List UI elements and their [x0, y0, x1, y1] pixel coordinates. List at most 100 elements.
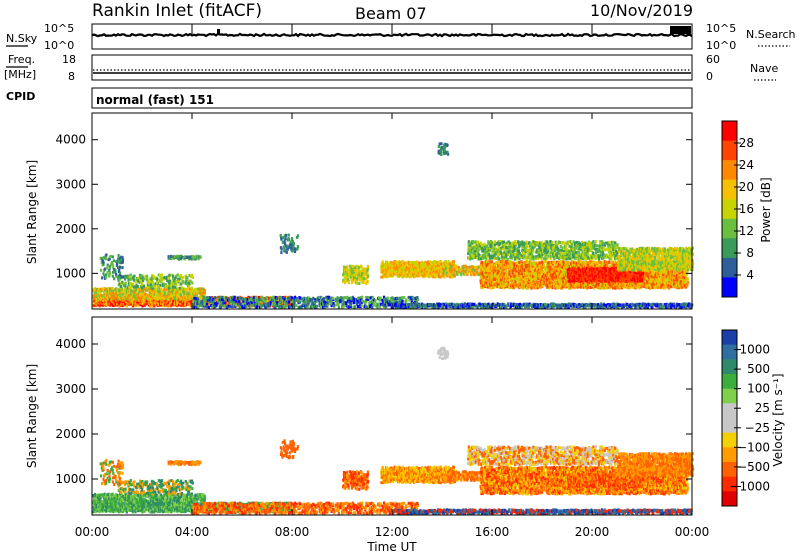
echo-cell — [378, 302, 381, 306]
echo-cell — [105, 273, 108, 277]
echo-cell — [121, 260, 124, 264]
echo-cell — [182, 288, 185, 292]
echo-cell — [488, 254, 491, 258]
echo-cell — [127, 297, 130, 301]
echo-cell — [280, 297, 283, 301]
echo-cell — [494, 240, 497, 244]
echo-cell — [549, 275, 552, 279]
echo-cell — [511, 272, 514, 276]
echo-cell — [533, 272, 536, 276]
echo-cell — [600, 244, 603, 248]
echo-cell — [132, 289, 135, 293]
echo-cell — [529, 243, 532, 247]
echo-cell — [445, 267, 448, 270]
echo-cell — [341, 303, 344, 307]
echo-cell — [232, 295, 235, 299]
echo-cell — [542, 263, 546, 267]
echo-cell — [499, 242, 502, 245]
echo-cell — [427, 260, 430, 264]
echo-cell — [351, 272, 354, 276]
echo-cell — [186, 290, 189, 294]
echo-cell — [601, 250, 604, 254]
echo-cell — [366, 265, 369, 269]
echo-cell — [298, 305, 301, 309]
echo-cell — [100, 261, 103, 265]
echo-cell — [544, 249, 547, 253]
echo-cell — [399, 262, 402, 266]
echo-cell — [197, 304, 200, 308]
echo-cell — [512, 280, 515, 284]
echo-cell — [142, 279, 145, 283]
echo-cell — [506, 265, 509, 269]
echo-cell — [603, 247, 606, 251]
echo-cell — [230, 300, 233, 303]
echo-cell — [509, 245, 512, 249]
echo-cell — [198, 287, 202, 291]
echo-cell — [462, 269, 465, 272]
echo-cell — [537, 263, 540, 267]
echo-cell — [519, 285, 522, 289]
echo-cell — [136, 297, 139, 301]
echo-cell — [556, 245, 559, 249]
echo-cell — [286, 301, 289, 305]
echo-cell — [184, 292, 187, 296]
echo-cell — [551, 242, 554, 246]
echo-cell — [321, 305, 325, 309]
echo-cell — [498, 276, 501, 280]
echo-cell — [591, 255, 594, 259]
echo-cell — [248, 305, 251, 309]
echo-cell — [164, 276, 167, 280]
echo-cell — [365, 300, 368, 304]
echo-cell — [312, 297, 315, 301]
echo-cell — [94, 291, 97, 294]
echo-cell — [533, 245, 536, 249]
echo-cell — [212, 297, 215, 301]
echo-cell — [122, 288, 125, 292]
echo-cell — [352, 271, 355, 275]
echo-cell — [511, 277, 514, 280]
echo-cell — [546, 280, 550, 284]
echo-cell — [473, 273, 476, 277]
echo-cell — [189, 302, 192, 305]
echo-cell — [403, 296, 406, 299]
echo-cell — [188, 302, 191, 306]
echo-cell — [499, 263, 502, 267]
echo-cell — [283, 297, 286, 301]
cpid-text: normal (fast) 151 — [96, 93, 214, 107]
echo-cell — [503, 263, 506, 267]
echo-cell — [366, 267, 370, 270]
echo-cell — [397, 270, 400, 273]
echo-cell — [345, 302, 348, 305]
echo-cell — [535, 267, 539, 271]
echo-cell — [580, 245, 583, 249]
echo-cell — [322, 302, 325, 306]
echo-cell — [569, 240, 572, 243]
echo-cell — [118, 282, 121, 286]
echo-cell — [544, 274, 547, 278]
echo-cell — [109, 291, 112, 295]
echo-cell — [319, 305, 322, 309]
echo-cell — [572, 253, 575, 257]
echo-cell — [94, 288, 97, 292]
echo-cell — [113, 291, 116, 295]
echo-cell — [148, 300, 151, 304]
echo-cell — [544, 271, 547, 275]
echo-cell — [493, 253, 496, 257]
echo-cell — [555, 241, 558, 245]
echo-cell — [486, 260, 489, 264]
echo-cell — [508, 260, 511, 263]
echo-cell — [506, 246, 509, 250]
echo-cell — [271, 301, 274, 304]
echo-cell — [361, 269, 364, 272]
echo-cell — [506, 251, 509, 254]
echo-cell — [360, 297, 363, 301]
echo-cell — [488, 240, 491, 244]
echo-cell — [144, 294, 147, 298]
echo-cell — [496, 282, 499, 286]
echo-cell — [605, 255, 608, 259]
echo-cell — [504, 265, 507, 269]
echo-cell — [385, 262, 388, 266]
echo-cell — [487, 266, 490, 270]
echo-cell — [188, 291, 191, 295]
echo-cell — [388, 268, 391, 272]
